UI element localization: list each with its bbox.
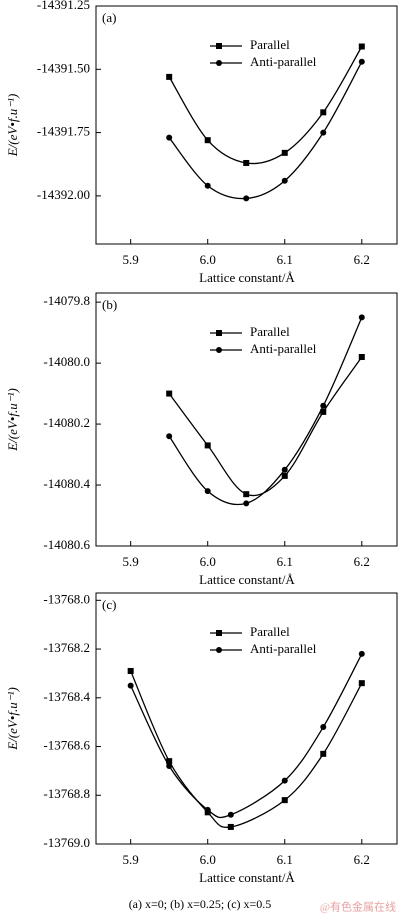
data-point <box>243 500 250 507</box>
data-point <box>320 402 327 409</box>
data-point <box>166 763 173 770</box>
data-point <box>204 806 211 813</box>
x-axis-label: Lattice constant/Å <box>199 870 295 885</box>
data-point <box>320 109 327 116</box>
data-point <box>281 149 288 156</box>
data-point <box>281 797 288 804</box>
y-tick-label: -14079.8 <box>43 293 90 308</box>
panel-label: (c) <box>102 597 116 612</box>
x-tick-label: 6.2 <box>354 252 370 267</box>
panel-label: (a) <box>102 10 116 25</box>
data-point <box>166 134 173 141</box>
fit-curve <box>168 317 363 506</box>
y-axis-label: E/(eV•f.u⁻¹) <box>5 94 20 158</box>
data-point <box>320 129 327 136</box>
x-tick-label: 6.1 <box>277 252 293 267</box>
legend-label: Parallel <box>250 624 290 639</box>
data-point <box>204 442 211 449</box>
legend-marker <box>216 347 222 353</box>
data-point <box>166 433 173 440</box>
y-tick-label: -13768.8 <box>43 786 90 801</box>
y-tick-label: -13768.6 <box>43 738 90 753</box>
data-point <box>127 667 134 674</box>
data-point <box>204 137 211 144</box>
data-point <box>358 58 365 65</box>
y-axis-label: E/(eV•f.u⁻¹) <box>5 687 20 751</box>
data-point <box>166 390 173 397</box>
data-point <box>358 43 365 50</box>
legend-marker <box>216 647 222 653</box>
x-tick-label: 5.9 <box>123 852 139 867</box>
data-point <box>166 73 173 80</box>
x-tick-label: 6.2 <box>354 554 370 569</box>
x-tick-label: 5.9 <box>123 252 139 267</box>
x-tick-label: 6.0 <box>200 252 216 267</box>
x-tick-label: 6.0 <box>200 554 216 569</box>
fit-curve <box>168 61 363 200</box>
fit-curve <box>130 670 363 828</box>
data-point <box>281 177 288 184</box>
legend-label: Anti-parallel <box>250 641 317 656</box>
fit-curve <box>130 653 363 819</box>
legend-label: Anti-parallel <box>250 54 317 69</box>
y-tick-label: -14391.25 <box>37 0 90 12</box>
legend-label: Parallel <box>250 37 290 52</box>
legend-label: Anti-parallel <box>250 341 317 356</box>
data-point <box>227 811 234 818</box>
legend-marker <box>216 60 222 66</box>
data-point <box>281 472 288 479</box>
y-tick-label: -14080.2 <box>43 415 90 430</box>
data-point <box>358 354 365 361</box>
x-axis-label: Lattice constant/Å <box>199 572 295 587</box>
caption: (a) x=0; (b) x=0.25; (c) x=0.5 <box>129 897 272 911</box>
plot-frame <box>95 5 398 245</box>
y-axis-label: E/(eV•f.u⁻¹) <box>5 388 20 452</box>
x-tick-label: 5.9 <box>123 554 139 569</box>
x-tick-label: 6.0 <box>200 852 216 867</box>
y-tick-label: -14392.00 <box>37 187 90 202</box>
y-tick-label: -14080.6 <box>43 537 90 552</box>
data-point <box>204 182 211 189</box>
fit-curve <box>168 356 363 497</box>
y-tick-label: -14391.75 <box>37 124 90 139</box>
data-point <box>320 750 327 757</box>
data-point <box>320 408 327 415</box>
plot-frame <box>95 292 398 547</box>
y-tick-label: -14391.50 <box>37 60 90 75</box>
fit-curve <box>168 46 363 165</box>
data-point <box>320 724 327 731</box>
y-tick-label: -13768.2 <box>43 640 90 655</box>
legend-marker <box>216 330 222 336</box>
y-tick-label: -14080.4 <box>43 476 90 491</box>
data-point <box>358 650 365 657</box>
x-tick-label: 6.2 <box>354 852 370 867</box>
legend-label: Parallel <box>250 324 290 339</box>
data-point <box>358 680 365 687</box>
x-axis-label: Lattice constant/Å <box>199 270 295 285</box>
data-point <box>281 777 288 784</box>
data-point <box>243 159 250 166</box>
watermark: @有色金属在线 <box>320 900 396 914</box>
legend-marker <box>216 43 222 49</box>
data-point <box>204 488 211 495</box>
data-point <box>243 491 250 498</box>
data-point <box>243 195 250 202</box>
panel-label: (b) <box>102 297 117 312</box>
data-point <box>166 758 173 765</box>
y-tick-label: -14080.0 <box>43 354 90 369</box>
x-tick-label: 6.1 <box>277 852 293 867</box>
data-point <box>281 466 288 473</box>
legend-marker <box>216 630 222 636</box>
plot-frame <box>95 592 398 845</box>
y-tick-label: -13768.4 <box>43 689 90 704</box>
data-point <box>358 314 365 321</box>
x-tick-label: 6.1 <box>277 554 293 569</box>
y-tick-label: -13769.0 <box>43 835 90 850</box>
data-point <box>227 823 234 830</box>
data-point <box>127 682 134 689</box>
y-tick-label: -13768.0 <box>43 591 90 606</box>
